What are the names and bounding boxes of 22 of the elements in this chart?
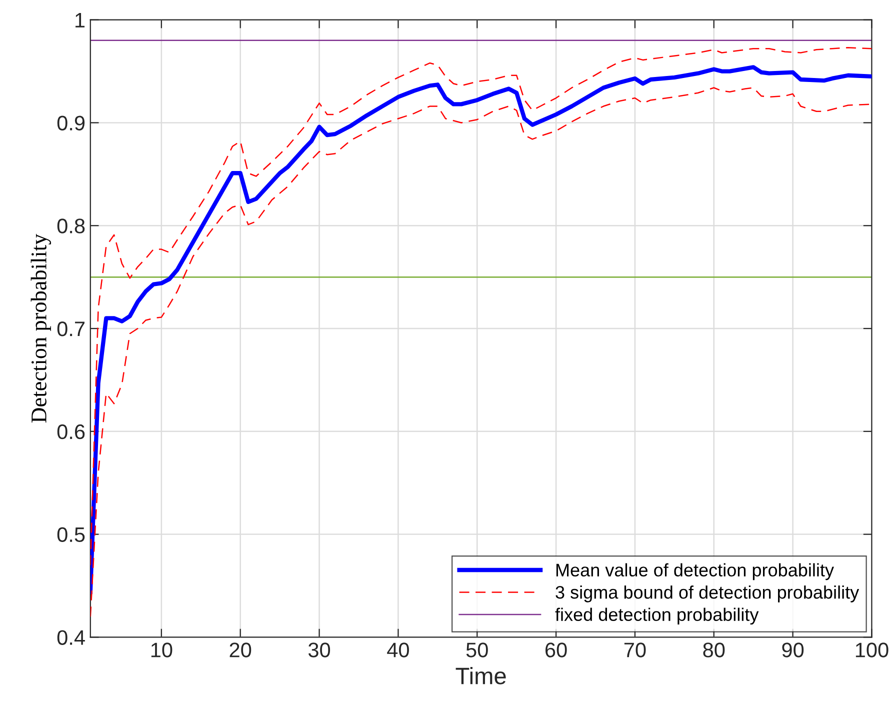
y-tick-label: 0.6 — [57, 424, 85, 440]
y-tick-label: 0.7 — [57, 322, 84, 336]
y-tick-label: 0.4 — [57, 630, 85, 645]
y-tick-label: 0.9 — [57, 116, 85, 130]
y-tick-label: 1 — [76, 13, 85, 28]
legend-label: 3 sigma bound of detection probability — [556, 585, 860, 602]
x-tick-label: 20 — [230, 642, 252, 658]
x-tick-label: 70 — [624, 642, 646, 658]
y-tick-label: 0.5 — [57, 527, 85, 542]
x-tick-label: 40 — [387, 642, 409, 658]
x-tick-label: 30 — [308, 642, 330, 658]
x-tick-label: 10 — [151, 642, 172, 658]
y-tick-label: 0.8 — [57, 218, 85, 234]
y-axis-title: Detection probability — [30, 234, 52, 423]
x-axis-title: Time — [456, 667, 506, 684]
legend-label: Mean value of detection probability — [556, 563, 834, 580]
x-tick-label: 80 — [703, 642, 725, 658]
x-tick-label: 50 — [466, 642, 488, 658]
x-tick-label: 90 — [782, 642, 804, 658]
x-tick-label: 60 — [546, 642, 567, 658]
legend-label: fixed detection probability — [555, 608, 759, 625]
x-tick-label: 100 — [856, 642, 888, 658]
